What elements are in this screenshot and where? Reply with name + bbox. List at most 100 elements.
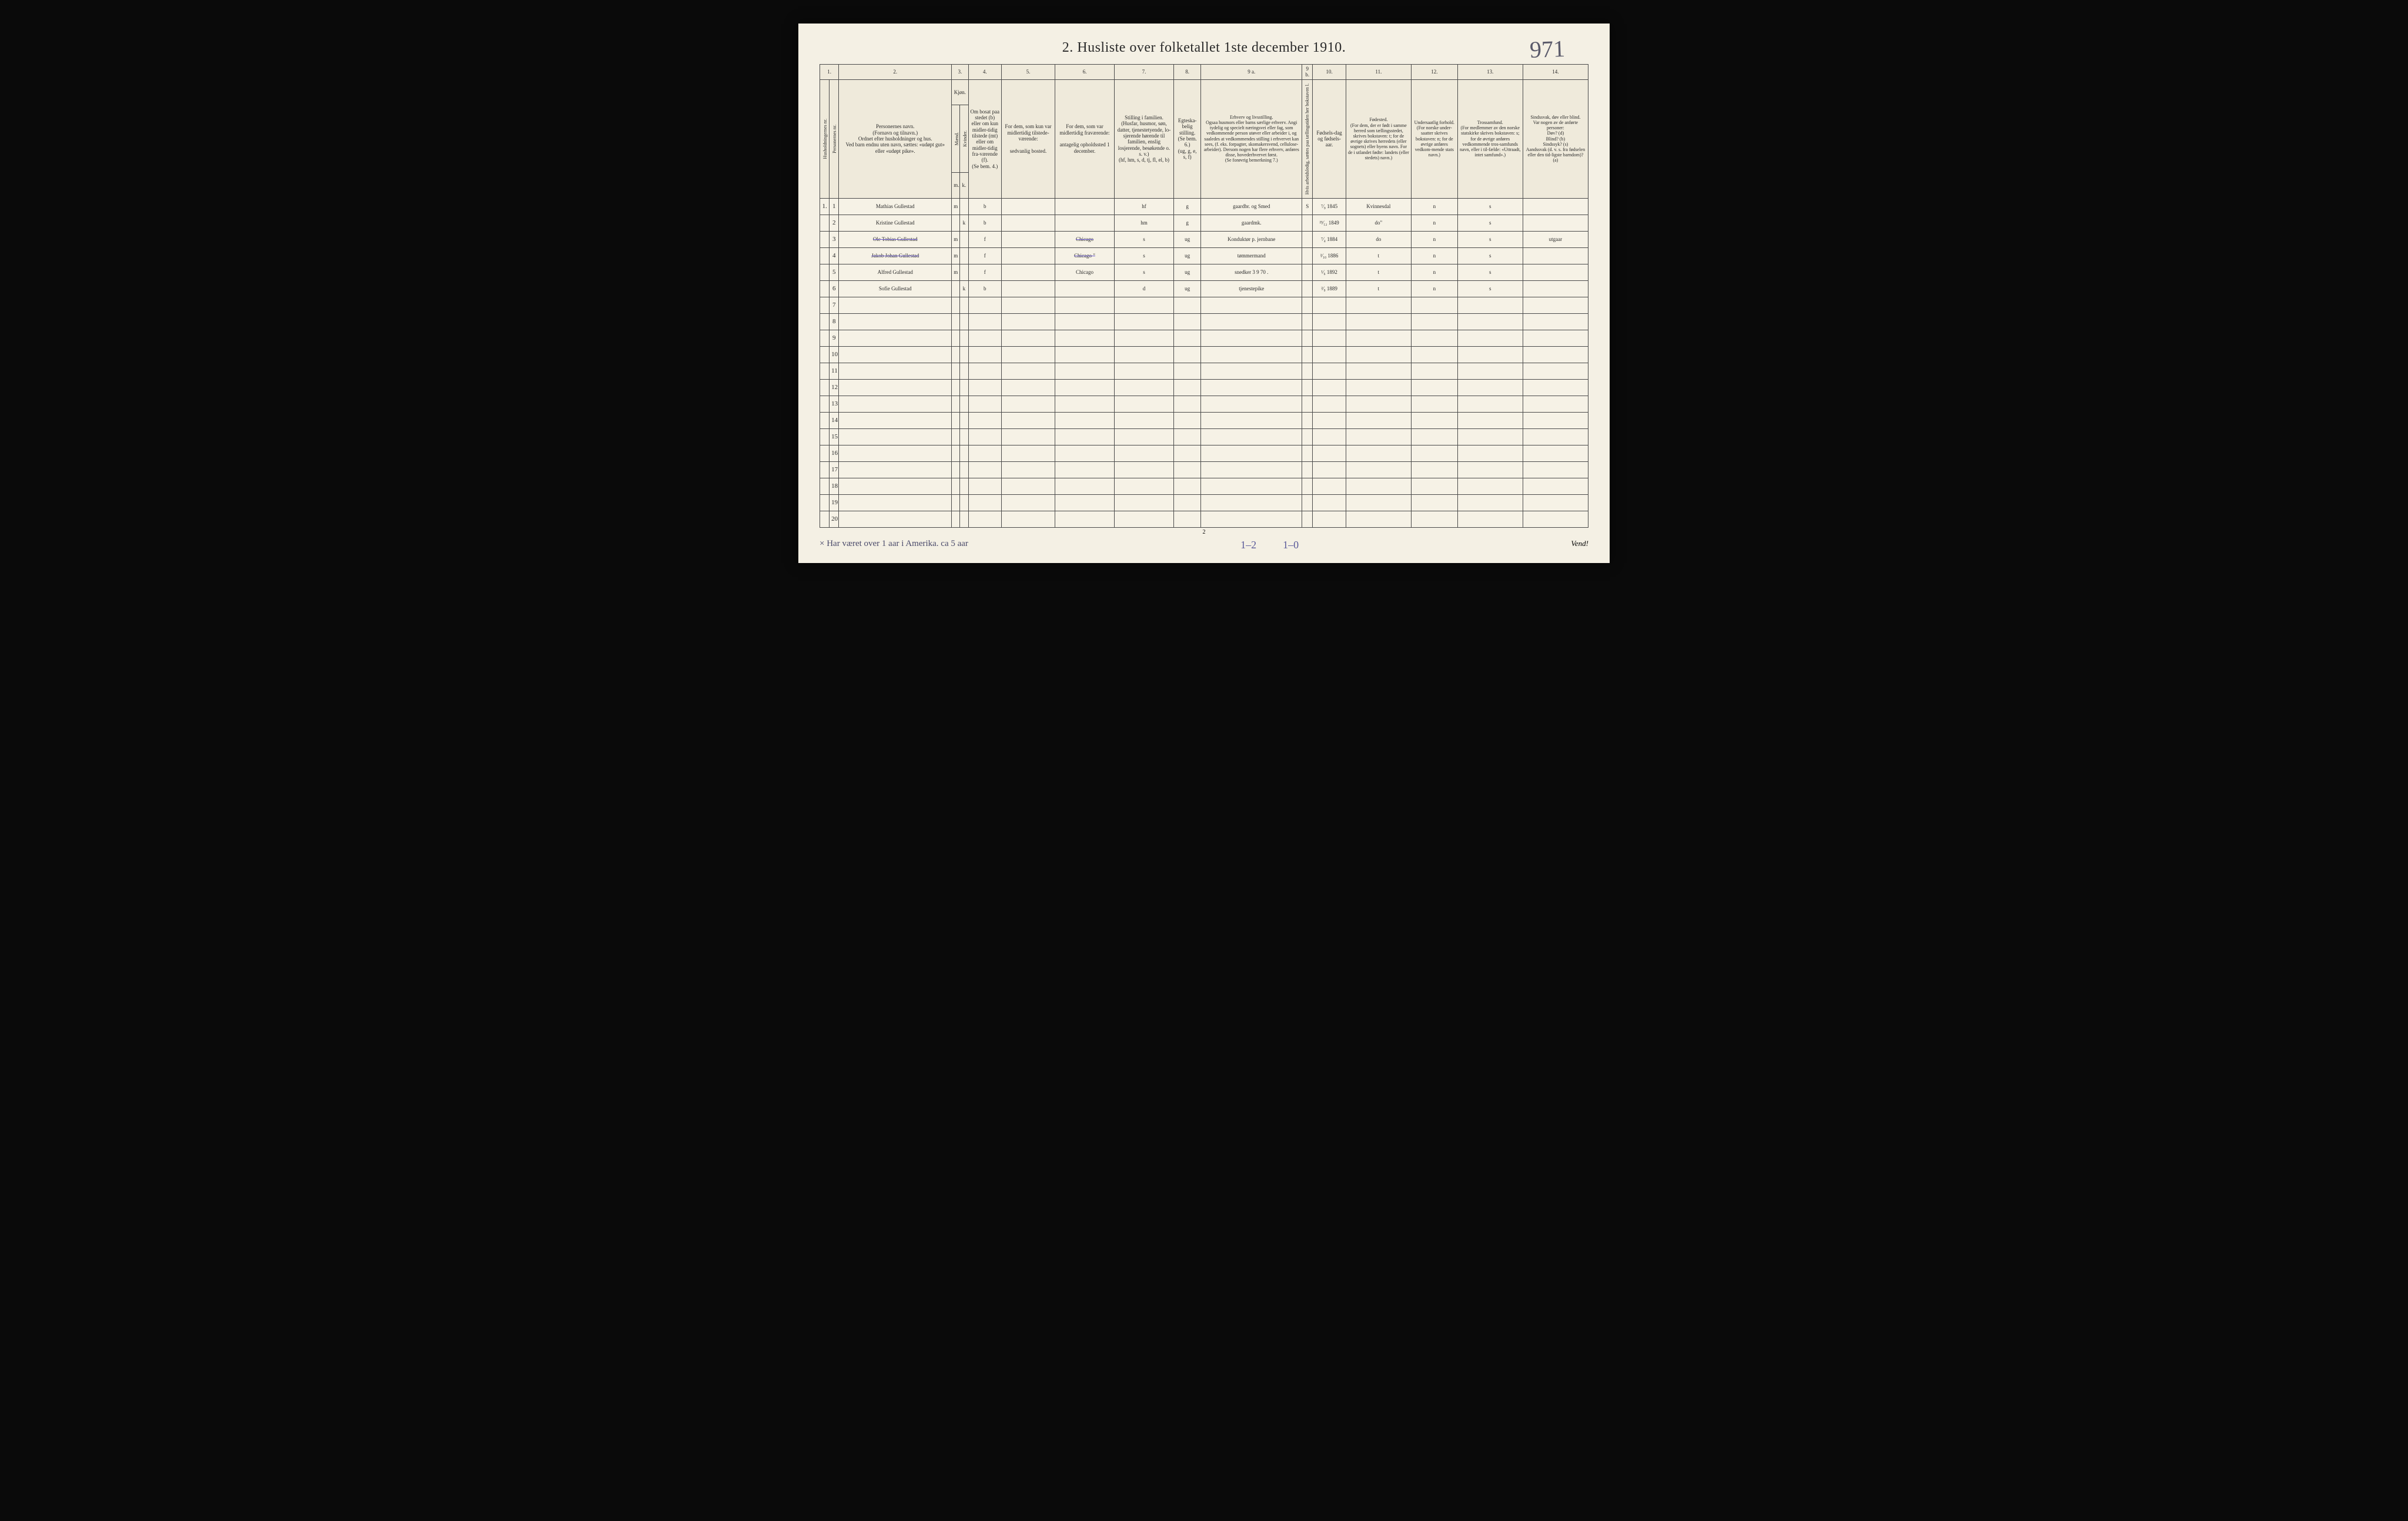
cell — [1346, 461, 1411, 478]
table-row: 4Jakob Johan GullestadmfChicago "sugtømm… — [820, 247, 1588, 264]
cell: g — [1173, 198, 1200, 215]
cell: s — [1114, 231, 1173, 247]
cell: gaardbr. og Smed — [1201, 198, 1302, 215]
cell: n — [1411, 231, 1457, 247]
cell — [1201, 428, 1302, 445]
cell — [1523, 379, 1588, 396]
table-row: 11 — [820, 363, 1588, 379]
cell — [952, 445, 960, 461]
colnum: 1. — [820, 65, 839, 80]
table-row: 20 — [820, 511, 1588, 527]
cell — [1173, 297, 1200, 313]
cell — [820, 379, 830, 396]
cell — [1346, 346, 1411, 363]
cell — [1523, 511, 1588, 527]
cell — [1411, 428, 1457, 445]
h-fodested: Fødested. (For dem, der er født i samme … — [1346, 79, 1411, 198]
cell — [1114, 461, 1173, 478]
cell — [1302, 346, 1313, 363]
colnum: 6. — [1055, 65, 1114, 80]
cell — [960, 396, 968, 412]
table-body: 1.1Mathias Gullestadmbhfggaardbr. og Sme… — [820, 198, 1588, 527]
total-col4: 1–2 — [1240, 539, 1256, 551]
cell — [1457, 494, 1523, 511]
cell: ug — [1173, 264, 1200, 280]
cell: ⁷⁄₄ 1884 — [1313, 231, 1346, 247]
cell — [839, 511, 952, 527]
cell — [1313, 412, 1346, 428]
cell — [968, 396, 1002, 412]
cell — [1002, 280, 1055, 297]
cell — [1114, 478, 1173, 494]
cell — [968, 330, 1002, 346]
table-row: 15 — [820, 428, 1588, 445]
cell: Kvinnesdal — [1346, 198, 1411, 215]
colnum: 4. — [968, 65, 1002, 80]
cell — [960, 379, 968, 396]
cell: Alfred Gullestad — [839, 264, 952, 280]
cell — [820, 363, 830, 379]
cell: 10 — [830, 346, 839, 363]
cell — [1201, 379, 1302, 396]
cell: 2 — [830, 215, 839, 231]
cell — [820, 313, 830, 330]
cell — [1346, 445, 1411, 461]
cell: 11 — [830, 363, 839, 379]
cell — [1457, 511, 1523, 527]
cell — [1523, 215, 1588, 231]
cell — [1457, 428, 1523, 445]
cell — [839, 478, 952, 494]
cell — [1002, 313, 1055, 330]
cell — [1346, 511, 1411, 527]
cell: m — [952, 231, 960, 247]
cell: s — [1457, 215, 1523, 231]
cell: 12 — [830, 379, 839, 396]
colnum-row: 1. 2. 3. 4. 5. 6. 7. 8. 9 a. 9 b. 10. 11… — [820, 65, 1588, 80]
cell — [820, 511, 830, 527]
cell — [1457, 363, 1523, 379]
cell — [1302, 330, 1313, 346]
cell: 6 — [830, 280, 839, 297]
cell — [1302, 428, 1313, 445]
cell — [839, 379, 952, 396]
cell — [1201, 412, 1302, 428]
cell — [820, 346, 830, 363]
cell — [960, 511, 968, 527]
cell: ¹⁄₆ 1892 — [1313, 264, 1346, 280]
table-row: 1.1Mathias Gullestadmbhfggaardbr. og Sme… — [820, 198, 1588, 215]
h-household-nr: Husholdningernes nr. — [822, 116, 828, 161]
cell — [1055, 379, 1114, 396]
cell: f — [968, 264, 1002, 280]
cell: n — [1411, 215, 1457, 231]
table-row: 18 — [820, 478, 1588, 494]
cell — [1055, 494, 1114, 511]
cell — [952, 363, 960, 379]
colnum: 8. — [1173, 65, 1200, 80]
cell — [1173, 346, 1200, 363]
cell: ug — [1173, 280, 1200, 297]
h-undersaat: Undersaatlig forhold. (For norske under-… — [1411, 79, 1457, 198]
cell — [968, 412, 1002, 428]
cell — [952, 313, 960, 330]
cell — [1173, 511, 1200, 527]
cell — [1201, 461, 1302, 478]
cell — [1173, 445, 1200, 461]
cell — [1201, 346, 1302, 363]
cell — [1114, 511, 1173, 527]
cell — [1055, 428, 1114, 445]
cell — [1002, 215, 1055, 231]
cell — [1302, 379, 1313, 396]
cell — [820, 494, 830, 511]
cell — [1055, 396, 1114, 412]
cell: Chicago — [1055, 231, 1114, 247]
census-page: 2. Husliste over folketallet 1ste decemb… — [798, 24, 1610, 563]
cell — [1114, 346, 1173, 363]
cell — [1302, 297, 1313, 313]
cell — [968, 461, 1002, 478]
cell: g — [1173, 215, 1200, 231]
cell — [1346, 396, 1411, 412]
cell — [820, 396, 830, 412]
table-row: 6Sofie Gullestadkbdugtjenestepike²⁄₉ 188… — [820, 280, 1588, 297]
cell — [1302, 412, 1313, 428]
cell — [1523, 396, 1588, 412]
